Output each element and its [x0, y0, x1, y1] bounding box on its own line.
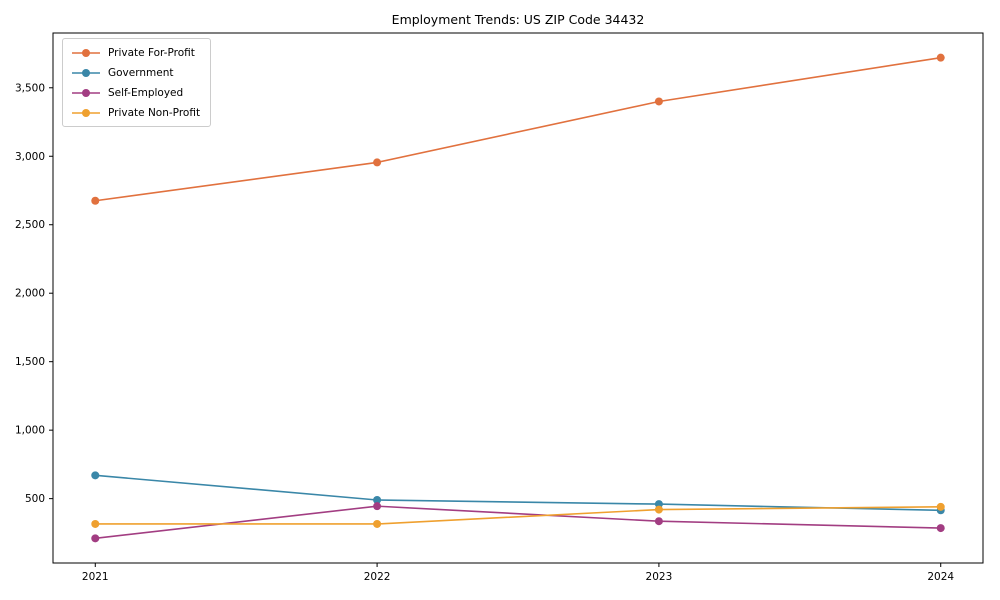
chart-title: Employment Trends: US ZIP Code 34432 [391, 12, 645, 27]
data-point-private-for-profit-2021 [91, 196, 100, 205]
x-tick-label: 2024 [927, 571, 954, 583]
legend-item: Private For-Profit [71, 45, 200, 60]
y-tick-label: 1,500 [15, 356, 45, 368]
data-point-self-employed-2023 [654, 517, 663, 526]
x-tick-label: 2022 [364, 571, 391, 583]
data-point-self-employed-2021 [91, 534, 100, 543]
data-point-self-employed-2022 [373, 502, 382, 511]
plot-border [52, 32, 984, 564]
x-tick-label: 2023 [646, 571, 673, 583]
series-line-government [95, 474, 941, 512]
series-line-private-non-profit [95, 506, 941, 525]
legend-item: Government [71, 65, 200, 80]
series-line-self-employed [95, 505, 941, 540]
series-line-private-for-profit [95, 56, 941, 202]
data-point-private-non-profit-2023 [654, 505, 663, 514]
legend-label: Private For-Profit [108, 46, 195, 59]
data-point-government-2022 [373, 496, 382, 505]
data-point-private-non-profit-2021 [91, 519, 100, 528]
data-point-government-2023 [654, 500, 663, 509]
legend-marker-icon [72, 48, 100, 57]
y-tick-label: 2,000 [15, 288, 45, 300]
y-tick-label: 3,000 [15, 151, 45, 163]
legend-marker-icon [72, 108, 100, 117]
y-tick-label: 1,000 [15, 425, 45, 437]
data-point-government-2021 [91, 471, 100, 480]
x-tick-label: 2021 [82, 571, 109, 583]
legend-item: Self-Employed [71, 85, 200, 100]
legend-label: Private Non-Profit [108, 106, 201, 119]
legend: Private For-Profit Government Self-Employe… [62, 38, 212, 127]
data-point-private-for-profit-2022 [373, 158, 382, 167]
y-tick-label: 500 [25, 493, 45, 505]
legend-item: Private Non-Profit [71, 105, 200, 120]
data-point-private-for-profit-2023 [654, 97, 663, 106]
data-point-private-non-profit-2024 [936, 502, 945, 511]
legend-marker-icon [72, 88, 100, 97]
legend-label: Self-Employed [108, 86, 184, 99]
data-point-private-non-profit-2022 [373, 519, 382, 528]
data-point-self-employed-2024 [936, 524, 945, 533]
legend-marker-icon [72, 68, 100, 77]
data-point-private-for-profit-2024 [936, 53, 945, 62]
y-tick-label: 2,500 [15, 219, 45, 231]
legend-label: Government [108, 66, 174, 79]
y-tick-label: 3,500 [15, 82, 45, 94]
